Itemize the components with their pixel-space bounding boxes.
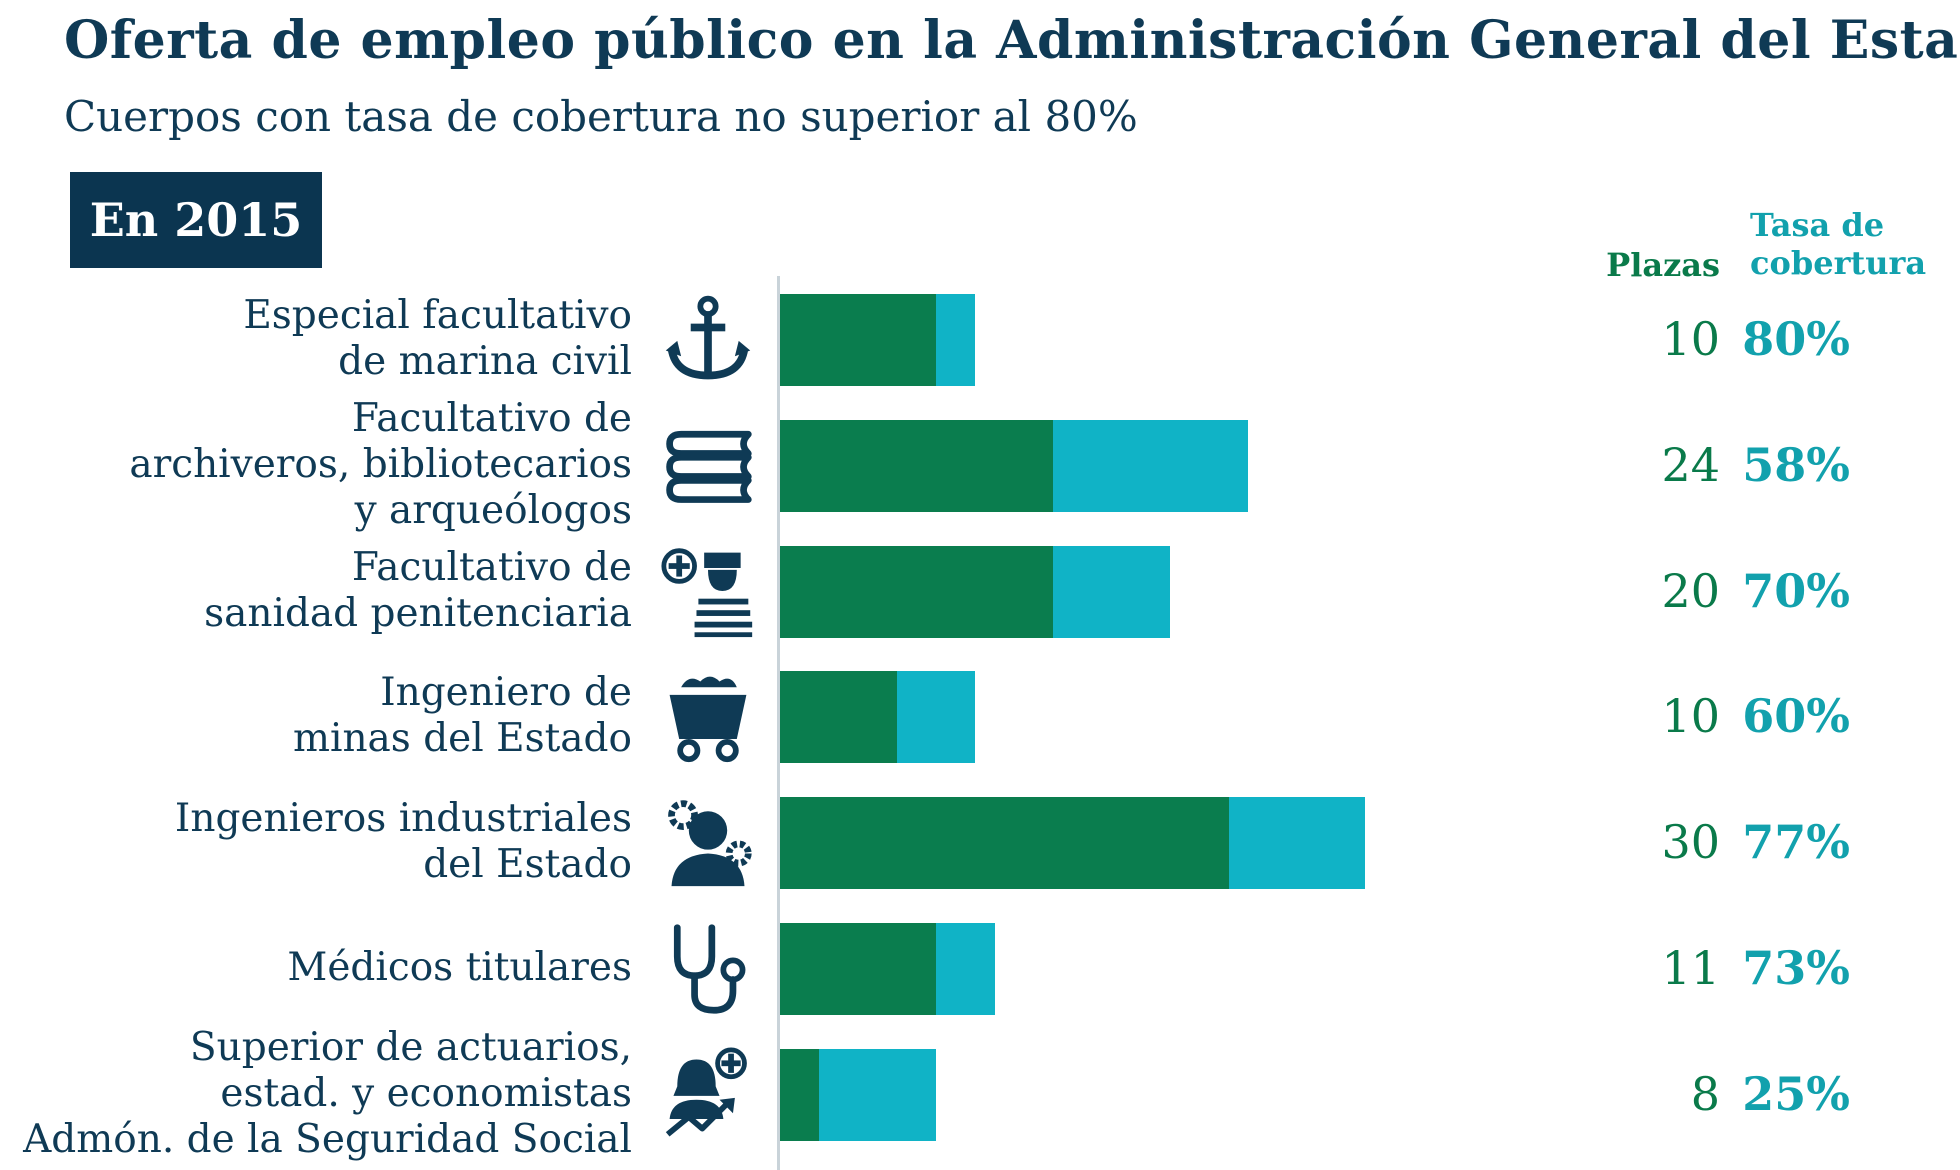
plazas-value: 10 [1661,312,1720,366]
category-label-line: Admón. de la Seguridad Social [23,1117,632,1162]
category-label: Médicos titulares [12,945,632,991]
year-badge: En 2015 [70,172,322,268]
chart-row: Ingenieros industriales del Estado 30 77% [0,779,1960,905]
chart-row: Médicos titulares 11 73% [0,905,1960,1031]
category-label-line: Ingeniero de [380,670,632,715]
tasa-header-line2: cobertura [1750,244,1927,282]
bar-covered-segment [780,294,936,386]
tasa-value: 70% [1742,564,1850,618]
chart-title: Oferta de empleo público en la Administr… [64,10,1960,71]
tasa-value: 25% [1742,1067,1850,1121]
category-label: Superior de actuarios, estad. y economist… [12,1025,632,1163]
bar-uncovered-segment [936,294,975,386]
chart-axis-line [777,276,780,1170]
category-label-line: Especial facultativo [243,293,632,338]
tasa-value: 60% [1742,689,1850,743]
category-label-line: Ingenieros industriales [174,796,632,841]
bar-uncovered-segment [1053,420,1248,512]
tasa-header: Tasa de cobertura [1750,206,1926,282]
category-label-line: Superior de actuarios, [189,1025,632,1070]
plazas-value: 20 [1661,564,1720,618]
bar-uncovered-segment [897,671,975,763]
bar-covered-segment [780,420,1053,512]
bar-covered-segment [780,1049,819,1141]
category-label: Ingeniero de minas del Estado [12,670,632,762]
chart-subtitle: Cuerpos con tasa de cobertura no superio… [64,92,1138,141]
tasa-header-line1: Tasa de [1750,206,1885,244]
category-label: Ingenieros industriales del Estado [12,796,632,888]
category-label-line: de marina civil [338,339,632,384]
actuary-icon [660,1046,756,1142]
bar-uncovered-segment [1228,797,1365,889]
books-icon [660,417,756,513]
chart-row: Superior de actuarios, estad. y economist… [0,1025,1960,1162]
category-label-line: Facultativo de [351,396,632,441]
category-label-line: estad. y economistas [220,1071,632,1116]
plazas-value: 30 [1661,815,1720,869]
tasa-value: 58% [1742,438,1850,492]
plazas-value: 8 [1690,1067,1720,1121]
plazas-header: Plazas [1606,246,1720,284]
plazas-value: 24 [1661,438,1720,492]
bar-covered-segment [780,671,897,763]
stethoscope-icon [660,920,756,1016]
category-label: Especial facultativo de marina civil [12,293,632,385]
category-label-line: sanidad penitenciaria [204,591,632,636]
engineer-gears-icon [660,794,756,890]
bar-uncovered-segment [936,923,995,1015]
category-label: Facultativo de archiveros, bibliotecarios… [12,396,632,534]
category-label-line: minas del Estado [292,716,632,761]
bar-uncovered-segment [819,1049,936,1141]
category-label-line: Facultativo de [351,545,632,590]
bar-covered-segment [780,797,1229,889]
bar-uncovered-segment [1053,546,1170,638]
plazas-value: 11 [1661,941,1720,995]
tasa-value: 77% [1742,815,1850,869]
chart-row: Especial facultativo de marina civil 10 80% [0,276,1960,402]
chart-row: Facultativo de archiveros, bibliotecarios… [0,396,1960,533]
bar-covered-segment [780,923,936,1015]
tasa-value: 73% [1742,941,1850,995]
plazas-value: 10 [1661,689,1720,743]
chart-row: Ingeniero de minas del Estado 10 60% [0,653,1960,779]
chart-row: Facultativo de sanidad penitenciaria 20 70% [0,528,1960,654]
category-label: Facultativo de sanidad penitenciaria [12,545,632,637]
category-label-line: archiveros, bibliotecarios [129,442,632,487]
mine-cart-icon [660,668,756,764]
category-label-line: y arqueólogos [354,488,632,533]
bar-covered-segment [780,546,1053,638]
anchor-icon [660,291,756,387]
prisoner-medical-icon [660,543,756,639]
category-label-line: Médicos titulares [287,945,632,990]
category-label-line: del Estado [423,842,632,887]
tasa-value: 80% [1742,312,1850,366]
